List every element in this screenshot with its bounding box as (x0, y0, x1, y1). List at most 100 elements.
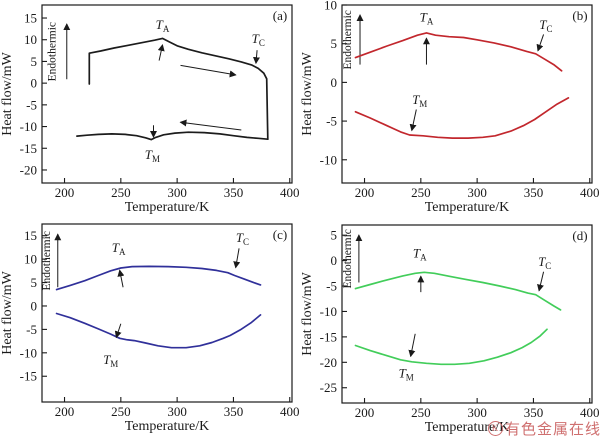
plot-frame (41, 223, 293, 403)
plot-frame (341, 224, 593, 404)
y-tick-label: -5 (326, 114, 337, 129)
x-tick-label: 200 (55, 404, 75, 419)
annotation-TM: TM (399, 366, 414, 383)
chart-b: 200 250 300 350 400 -10 -5 0 5 10 Temperature/K Hea… (300, 0, 599, 215)
curve-cooling (55, 312, 262, 349)
x-tick-label: 300 (167, 185, 187, 200)
direction-arrow-icon (180, 64, 237, 78)
annotation-arrow-icon (536, 34, 545, 52)
endothermic-label: Endothermic (342, 10, 354, 69)
y-tick-label: 5 (31, 54, 38, 69)
y-tick-label: 15 (24, 228, 37, 243)
annotation-TM: TM (103, 352, 118, 369)
x-tick-label: 250 (411, 185, 431, 200)
annotation-arrow-icon (252, 50, 260, 65)
y-tick-label: -15 (320, 329, 337, 344)
y-tick-label: -5 (26, 97, 37, 112)
panel-d: 200 250 300 350 400 -25 -20 -15 -10 -5 0 5 Temperatu… (300, 220, 600, 439)
panel-b: 200 250 300 350 400 -10 -5 0 5 10 Temperature/K Hea… (300, 0, 600, 219)
panel-letter: (a) (273, 8, 287, 23)
y-tick-label: 10 (324, 0, 337, 13)
y-tick-label: -25 (320, 380, 337, 395)
annotation-arrow-icon (157, 43, 165, 61)
annotation-arrow-icon (233, 248, 241, 269)
annotation-arrow-icon (408, 333, 416, 358)
annotation-TC: TC (236, 230, 249, 247)
y-tick-label: 5 (331, 228, 338, 243)
x-tick-label: 200 (355, 185, 375, 200)
endothermic-label: Endothermic (47, 22, 59, 81)
direction-arrow-icon (179, 119, 242, 131)
curve-heating (354, 32, 563, 72)
y-axis-label: Heat flow/mW (0, 270, 15, 354)
x-tick-label: 350 (524, 185, 544, 200)
x-tick-label: 250 (111, 185, 131, 200)
x-axis-label: Temperature/K (125, 200, 210, 215)
x-tick-label: 250 (411, 405, 431, 420)
plot-frame (341, 4, 593, 184)
annotation-arrow-icon (114, 323, 122, 339)
y-tick-label: -15 (20, 141, 37, 156)
y-tick-label: -10 (20, 119, 37, 134)
y-tick-label: 5 (31, 275, 38, 290)
y-tick-label: -20 (20, 162, 37, 177)
panel-a: 200 250 300 350 400 -20 -15 -10 -5 0 5 10 15 Temperat… (0, 0, 300, 219)
annotation-TA: TA (413, 245, 427, 262)
y-tick-label: 0 (331, 253, 338, 268)
y-tick-label: -10 (20, 345, 37, 360)
x-axis-label: Temperature/K (425, 200, 510, 215)
y-axis-label: Heat flow/mW (300, 271, 315, 355)
x-tick-label: 250 (111, 404, 131, 419)
watermark-text: 有色金属在线 (505, 422, 600, 438)
annotation-TC: TC (538, 254, 551, 271)
curve-cooling (354, 328, 548, 366)
y-tick-label: 10 (24, 32, 37, 47)
y-tick-label: -5 (26, 322, 37, 337)
annotation-arrow-icon (117, 269, 125, 288)
x-tick-label: 400 (280, 404, 300, 419)
endothermic-label: Endothermic (41, 231, 53, 290)
x-tick-label: 200 (355, 405, 375, 420)
x-axis-label: Temperature/K (125, 419, 210, 434)
panel-c: 200 250 300 350 400 -15 -10 -5 0 5 10 15 Temperature… (0, 219, 300, 438)
y-tick-label: 5 (331, 36, 338, 51)
y-tick-label: 0 (31, 298, 38, 313)
chart-a: 200 250 300 350 400 -20 -15 -10 -5 0 5 10 15 Temperat… (0, 4, 299, 215)
panel-letter: (c) (273, 227, 287, 242)
annotation-TM: TM (145, 147, 160, 164)
panel-letter: (d) (572, 228, 587, 243)
chart-c: 200 250 300 350 400 -15 -10 -5 0 5 10 15 Temperature… (0, 223, 300, 434)
y-tick-label: 10 (24, 252, 37, 267)
x-tick-label: 300 (467, 405, 487, 420)
y-axis-label: Heat flow/mW (300, 51, 315, 135)
annotation-arrow-icon (409, 109, 417, 132)
annotation-arrow-icon (537, 271, 545, 292)
plot-frame (41, 4, 293, 184)
watermark-logo-icon: K (488, 421, 503, 436)
y-axis-label: Heat flow/mW (0, 51, 15, 135)
y-tick-label: 0 (331, 75, 338, 90)
endothermic-label: Endothermic (342, 229, 354, 288)
annotation-TA: TA (112, 240, 126, 257)
x-tick-label: 350 (224, 185, 244, 200)
y-tick-label: -10 (320, 152, 337, 167)
curve-cooling (76, 131, 269, 141)
curve-heating (354, 271, 562, 311)
watermark: K 有色金属在线 (488, 418, 600, 439)
x-tick-label: 300 (467, 185, 487, 200)
curve-cooling (354, 97, 570, 139)
y-tick-label: -10 (320, 304, 337, 319)
annotation-TA: TA (420, 9, 434, 26)
x-tick-label: 350 (524, 405, 544, 420)
curve-heating (55, 265, 262, 291)
annotation-TM: TM (412, 92, 427, 109)
annotation-TC: TC (252, 31, 265, 48)
y-tick-label: 15 (24, 11, 37, 26)
x-tick-label: 200 (55, 185, 75, 200)
y-tick-label: -5 (326, 279, 337, 294)
y-tick-label: -15 (20, 369, 37, 384)
annotation-TC: TC (539, 17, 552, 34)
y-tick-label: -20 (320, 355, 337, 370)
chart-d: 200 250 300 350 400-25-20-15-10-505Temperatu… (300, 224, 599, 435)
annotation-TA: TA (156, 17, 170, 34)
